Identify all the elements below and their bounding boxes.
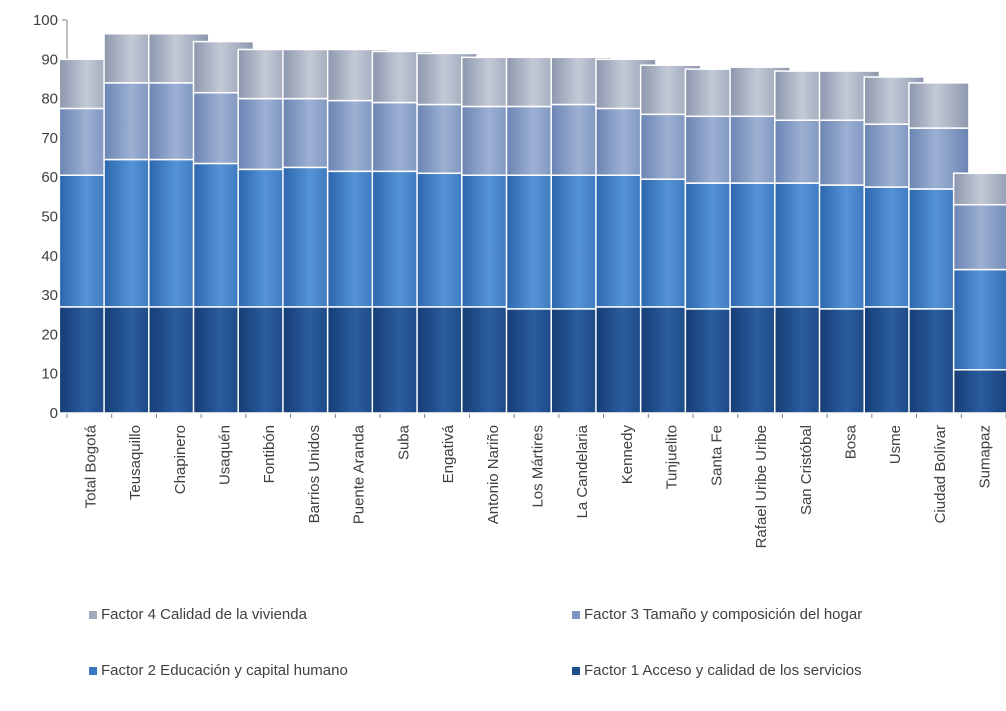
axis-labels: 0 10 20 30 40 50 60 70 80 90 100 Total Bogotá Teusaq… <box>33 12 994 548</box>
x-tick-label: Usaquén <box>217 425 234 485</box>
x-tick-label: Ciudad Bolívar <box>932 425 949 523</box>
y-tick-label: 30 <box>41 287 58 304</box>
x-tick-label: San Cristóbal <box>798 425 815 515</box>
x-tick-label: Kennedy <box>619 425 636 485</box>
y-tick-label: 50 <box>41 209 58 226</box>
bar-segment-factor-3 <box>952 203 1006 271</box>
y-tick-label: 10 <box>41 366 58 383</box>
x-tick-label: Antonio Nariño <box>485 425 502 524</box>
bar-segment-factor-1 <box>952 369 1006 414</box>
x-tick-label: Sumapaz <box>977 425 994 488</box>
bars <box>58 33 1006 414</box>
x-tick-label: Suba <box>395 424 412 460</box>
bar-segment-factor-4 <box>908 82 970 129</box>
x-tick-label: Rafael Uribe Uribe <box>753 425 770 548</box>
x-tick-label: Chapinero <box>172 425 189 494</box>
x-tick-label: Barrios Unidos <box>306 425 323 523</box>
x-tick-label: Santa Fe <box>708 425 725 486</box>
y-tick-label: 60 <box>41 169 58 186</box>
x-tick-label: Los Mártires <box>530 425 547 508</box>
x-tick-label: La Candelaria <box>574 424 591 518</box>
x-tick-label: Engativá <box>440 424 457 483</box>
x-tick-label: Tunjuelito <box>664 425 681 489</box>
x-tick-label: Teusaquillo <box>127 425 144 500</box>
x-tick-label: Usme <box>887 425 904 464</box>
x-tick-label: Fontibón <box>261 425 278 483</box>
y-tick-label: 80 <box>41 91 58 108</box>
y-tick-label: 40 <box>41 248 58 265</box>
y-tick-label: 70 <box>41 130 58 147</box>
y-tick-label: 90 <box>41 51 58 68</box>
y-tick-label: 100 <box>33 12 58 29</box>
bar-segment-factor-4 <box>952 172 1006 206</box>
x-tick-label: Total Bogotá <box>82 424 99 508</box>
y-tick-label: 0 <box>50 405 58 422</box>
bar-segment-factor-2 <box>952 268 1006 371</box>
y-tick-label: 20 <box>41 326 58 343</box>
x-tick-label: Bosa <box>843 424 860 459</box>
x-tick-label: Puente Aranda <box>351 424 368 524</box>
